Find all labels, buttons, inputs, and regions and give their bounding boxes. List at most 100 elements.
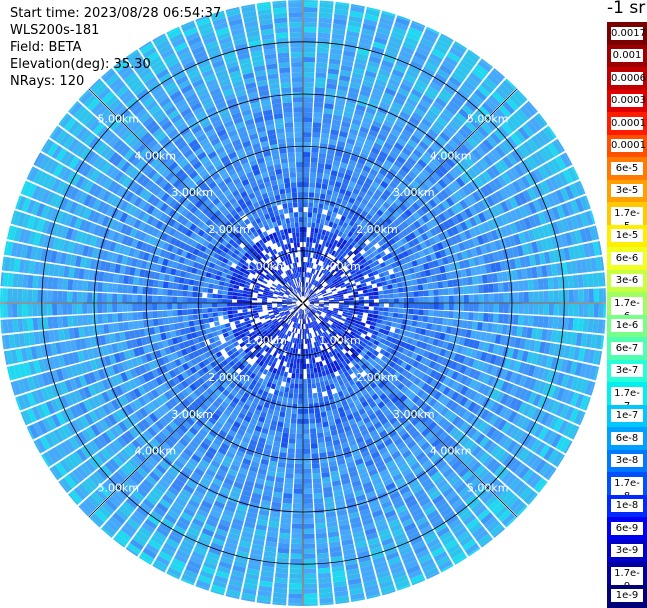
range-gate-cell	[452, 165, 463, 177]
range-gate-cell	[273, 321, 279, 326]
range-gate-cell	[158, 479, 170, 490]
range-gate-cell	[83, 373, 92, 386]
range-gate-cell	[367, 288, 374, 293]
range-gate-cell	[267, 348, 273, 355]
range-gate-cell	[375, 137, 385, 146]
range-gate-cell	[392, 177, 401, 186]
range-gate-cell	[272, 308, 278, 311]
range-gate-cell	[391, 146, 402, 156]
range-gate-cell	[236, 381, 244, 389]
range-gate-cell	[463, 338, 471, 347]
range-gate-cell	[418, 553, 433, 564]
range-gate-cell	[275, 322, 280, 327]
range-gate-cell	[448, 311, 454, 319]
range-gate-cell	[318, 396, 324, 403]
range-gate-cell	[401, 467, 412, 477]
range-gate-cell	[468, 227, 477, 238]
range-gate-cell	[323, 364, 329, 371]
range-gate-cell	[205, 379, 213, 388]
range-gate-cell	[492, 416, 503, 429]
range-gate-cell	[333, 580, 347, 588]
range-gate-cell	[339, 350, 345, 357]
range-gate-cell	[371, 343, 378, 350]
range-gate-cell	[401, 419, 411, 428]
range-gate-cell	[178, 516, 191, 527]
range-gate-cell	[327, 73, 339, 80]
range-gate-cell	[306, 262, 310, 268]
range-gate-cell	[72, 451, 84, 465]
range-gate-cell	[468, 294, 474, 303]
range-gate-cell	[138, 407, 149, 418]
range-gate-cell	[350, 521, 363, 529]
range-gate-cell	[328, 281, 334, 287]
range-gate-cell	[309, 289, 313, 295]
range-gate-cell	[339, 356, 345, 363]
range-gate-cell	[307, 318, 310, 324]
range-gate-cell	[300, 358, 303, 364]
range-gate-cell	[332, 322, 338, 327]
range-gate-cell	[329, 285, 336, 289]
range-gate-cell	[504, 370, 513, 382]
range-gate-cell	[200, 403, 209, 412]
range-gate-cell	[291, 327, 295, 333]
range-gate-cell	[437, 317, 444, 325]
range-gate-cell	[358, 94, 370, 103]
range-gate-cell	[348, 267, 355, 273]
range-gate-cell	[423, 290, 429, 297]
range-gate-cell	[322, 319, 328, 324]
range-gate-cell	[343, 298, 349, 301]
range-gate-cell	[303, 348, 306, 354]
range-gate-cell	[272, 496, 282, 503]
range-gate-cell	[274, 328, 279, 334]
range-gate-cell	[556, 372, 565, 386]
range-gate-cell	[345, 169, 354, 176]
range-gate-cell	[429, 208, 438, 218]
range-gate-cell	[346, 164, 355, 172]
range-gate-cell	[388, 238, 396, 245]
range-gate-cell	[369, 216, 378, 224]
range-gate-cell	[272, 378, 278, 385]
range-gate-cell	[551, 139, 564, 155]
range-gate-cell	[354, 363, 361, 370]
range-gate-cell	[208, 546, 222, 556]
range-gate-cell	[210, 584, 226, 594]
range-gate-cell	[406, 401, 415, 410]
range-gate-cell	[589, 365, 598, 380]
range-gate-cell	[381, 59, 394, 69]
range-gate-cell	[328, 58, 341, 65]
range-gate-cell	[451, 96, 464, 108]
range-gate-cell	[295, 368, 300, 374]
range-gate-cell	[94, 421, 105, 434]
range-gate-cell	[350, 269, 356, 275]
range-gate-cell	[195, 432, 206, 442]
range-gate-cell	[207, 514, 220, 524]
range-gate-cell	[215, 351, 223, 358]
range-gate-cell	[270, 355, 276, 362]
range-gate-cell	[367, 357, 374, 364]
range-gate-cell	[474, 529, 489, 542]
range-gate-cell	[303, 187, 309, 193]
range-gate-cell	[564, 360, 573, 374]
range-gate-cell	[418, 348, 426, 356]
range-gate-cell	[120, 372, 129, 383]
range-gate-cell	[322, 118, 332, 125]
range-gate-cell	[164, 490, 177, 501]
range-gate-cell	[364, 13, 379, 22]
range-gate-cell	[236, 472, 247, 480]
range-gate-cell	[436, 403, 446, 414]
range-gate-cell	[464, 387, 473, 398]
range-gate-cell	[348, 86, 360, 95]
range-gate-cell	[5, 350, 14, 365]
range-gate-cell	[119, 484, 132, 497]
range-gate-cell	[189, 522, 203, 532]
range-gate-cell	[228, 343, 235, 350]
range-gate-cell	[152, 342, 160, 351]
range-gate-cell	[365, 320, 372, 325]
range-gate-cell	[381, 281, 388, 286]
range-gate-cell	[353, 431, 362, 440]
range-gate-cell	[287, 313, 292, 318]
range-gate-cell	[281, 365, 286, 372]
range-gate-cell	[447, 378, 456, 389]
range-gate-cell	[598, 288, 604, 303]
range-gate-cell	[350, 283, 357, 288]
